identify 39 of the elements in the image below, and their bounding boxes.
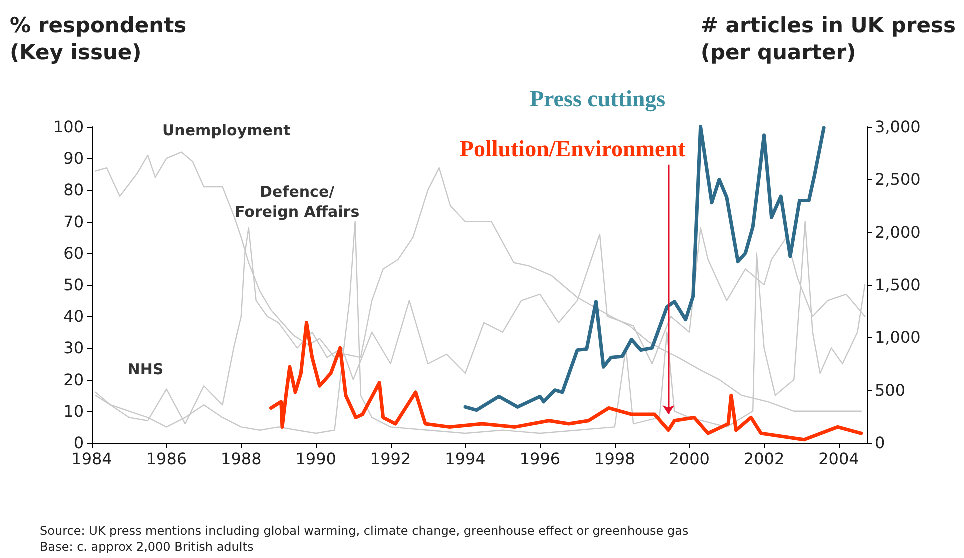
y-tick-label: 80 bbox=[64, 180, 84, 200]
text: Base: c. approx 2,000 British adults bbox=[40, 540, 254, 554]
y-tick-label: 40 bbox=[64, 307, 84, 326]
line-series bbox=[270, 321, 864, 442]
x-tick-label: 1996 bbox=[520, 450, 561, 468]
y-tick-label: 0 bbox=[74, 434, 84, 452]
x-tick-label: 2004 bbox=[818, 450, 860, 468]
y-tick-label: 60 bbox=[64, 244, 84, 263]
y2-tick-label: 500 bbox=[875, 380, 906, 400]
y-tick-label: 20 bbox=[64, 370, 84, 390]
x-tick-label: 2000 bbox=[669, 450, 710, 468]
y-tick-label: 100 bbox=[53, 118, 84, 136]
series-label: Press cuttings bbox=[530, 86, 666, 112]
y-axis-title: % respondents (Key issue) bbox=[10, 14, 187, 64]
x-tick-label: 1984 bbox=[72, 450, 112, 468]
y-tick-label: 70 bbox=[64, 212, 84, 232]
x-tick-label: 1998 bbox=[594, 450, 636, 468]
y2-tick-label: 2,500 bbox=[875, 170, 921, 190]
x-tick-label: 1986 bbox=[146, 450, 188, 468]
y2-axis-title: # articles in UK press (per quarter) bbox=[700, 14, 956, 64]
y-tick-label: 30 bbox=[64, 338, 84, 358]
y-tick-label: 90 bbox=[64, 149, 84, 168]
text: Pollution/Environment bbox=[460, 136, 686, 162]
source-note: Source: UK press mentions including global warming, climate change, greenhouse effect or greenhouse gas bbox=[40, 524, 689, 538]
y2-tick-label: 3,000 bbox=[875, 118, 921, 136]
y2-tick-label: 1,500 bbox=[875, 276, 921, 294]
x-tick-label: 1992 bbox=[370, 450, 412, 468]
series-label: Defence/ Foreign Affairs bbox=[234, 182, 360, 221]
series-label: Unemployment bbox=[162, 121, 291, 140]
x-tick-label: 2002 bbox=[744, 450, 785, 468]
x-tick-label: 1994 bbox=[445, 450, 486, 468]
x-tick-label: 1988 bbox=[221, 450, 262, 468]
y-tick-label: 50 bbox=[64, 276, 84, 294]
y-tick-label: 10 bbox=[64, 402, 84, 421]
y2-tick-label: 2,000 bbox=[875, 222, 921, 242]
y2-tick-label: 1,000 bbox=[875, 328, 921, 348]
series-label: NHS bbox=[128, 360, 164, 379]
x-tick-label: 1990 bbox=[296, 450, 336, 468]
y2-tick-label: 0 bbox=[875, 434, 886, 452]
